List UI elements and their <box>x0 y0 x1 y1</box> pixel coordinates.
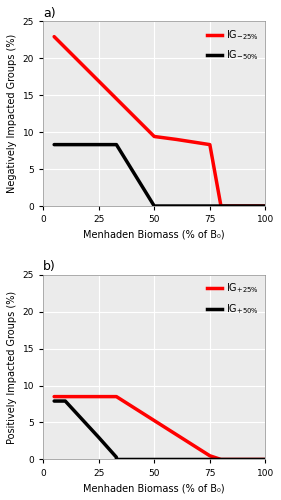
Text: b): b) <box>43 260 56 274</box>
Legend: IG$_{+25\%}$, IG$_{+50\%}$: IG$_{+25\%}$, IG$_{+50\%}$ <box>205 280 260 318</box>
Legend: IG$_{-25\%}$, IG$_{-50\%}$: IG$_{-25\%}$, IG$_{-50\%}$ <box>205 26 260 64</box>
Text: a): a) <box>43 7 56 20</box>
X-axis label: Menhaden Biomass (% of B₀): Menhaden Biomass (% of B₀) <box>83 483 225 493</box>
Y-axis label: Negatively Impacted Groups (%): Negatively Impacted Groups (%) <box>7 34 17 193</box>
X-axis label: Menhaden Biomass (% of B₀): Menhaden Biomass (% of B₀) <box>83 230 225 239</box>
Y-axis label: Positively Impacted Groups (%): Positively Impacted Groups (%) <box>7 290 17 444</box>
